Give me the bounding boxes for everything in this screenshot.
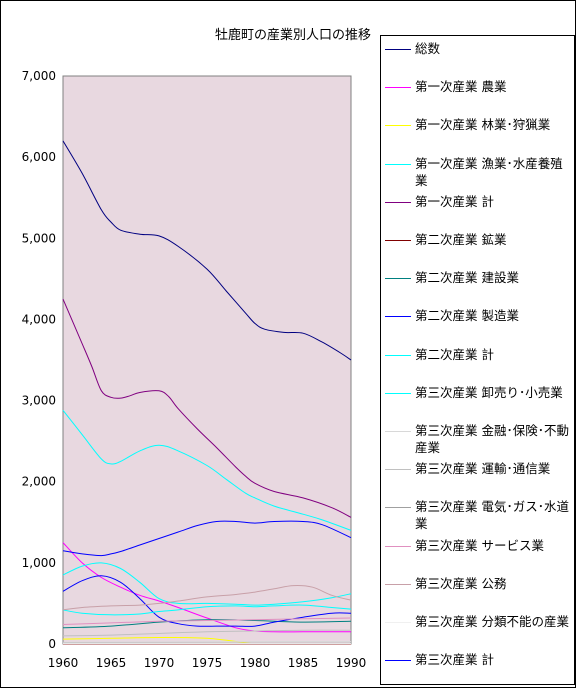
legend-label: 第三次産業 計	[415, 652, 494, 668]
legend-label: 第一次産業 林業･狩猟業	[415, 117, 551, 133]
legend-swatch	[385, 125, 411, 127]
y-tick-label: 4,000	[22, 312, 56, 326]
x-tick-label: 1990	[336, 656, 367, 670]
legend-swatch	[385, 278, 411, 280]
legend-label: 第二次産業 製造業	[415, 308, 519, 324]
legend-swatch	[385, 316, 411, 318]
legend-label: 第三次産業 公務	[415, 575, 507, 591]
legend-swatch	[385, 240, 411, 241]
x-tick-label: 1985	[288, 656, 319, 670]
series-line-3	[62, 636, 256, 645]
legend-swatch	[385, 622, 411, 623]
series-line-17	[62, 520, 352, 557]
legend-label: 第一次産業 計	[415, 193, 494, 209]
y-tick-label: 2,000	[22, 475, 56, 489]
x-tick-label: 1965	[96, 656, 127, 670]
legend-swatch	[385, 201, 411, 203]
legend-swatch	[385, 163, 411, 165]
legend-label: 第三次産業 電気･ガス･水道業	[415, 499, 569, 532]
y-axis: 0 1,000 2,000 3,000 4,000 5,000 6,000 7,000	[22, 69, 56, 651]
legend-swatch	[385, 545, 411, 547]
legend-label: 第三次産業 運輸･通信業	[415, 461, 551, 477]
legend-swatch	[385, 87, 411, 89]
x-tick-label: 1970	[144, 656, 175, 670]
series-line-4	[62, 409, 352, 531]
series-line-7	[62, 619, 352, 629]
legend-swatch	[385, 354, 411, 356]
y-tick-label: 5,000	[22, 231, 56, 245]
series-line-15	[62, 584, 352, 611]
chart-title: 牡鹿町の産業別人口の推移	[215, 27, 371, 43]
series-line-11	[62, 641, 352, 643]
series-line-14	[62, 617, 352, 625]
legend: 総数第一次産業 農業第一次産業 林業･狩猟業第一次産業 漁業･水産養殖業第一次産…	[380, 35, 575, 685]
legend-label: 第三次産業 サービス業	[415, 537, 544, 553]
legend-label: 第三次産業 金融･保険･不動産業	[415, 423, 569, 455]
series-lines	[62, 140, 352, 645]
legend-swatch	[385, 392, 411, 394]
legend-swatch	[385, 660, 411, 662]
y-tick-label: 0	[48, 637, 56, 651]
legend-swatch	[385, 507, 411, 509]
series-line-10	[62, 604, 352, 616]
legend-swatch	[385, 431, 411, 432]
y-tick-label: 7,000	[22, 69, 56, 83]
legend-label: 第二次産業 建設業	[415, 270, 519, 286]
legend-label: 総数	[415, 41, 441, 56]
x-tick-label: 1960	[48, 656, 79, 670]
legend-swatch	[385, 469, 411, 471]
series-line-12	[62, 629, 352, 637]
series-line-2	[62, 542, 351, 633]
legend-label: 第三次産業 卸売り･小売業	[415, 384, 563, 400]
y-tick-label: 3,000	[22, 394, 56, 408]
x-tick-label: 1980	[240, 656, 271, 670]
legend-swatch	[385, 583, 411, 585]
legend-swatch	[385, 49, 411, 50]
y-tick-label: 6,000	[22, 150, 56, 164]
legend-label: 第二次産業 計	[415, 346, 494, 362]
x-tick-label: 1975	[192, 656, 223, 670]
legend-label: 第三次産業 分類不能の産業	[415, 614, 569, 629]
series-line-5	[62, 298, 352, 518]
legend-label: 第二次産業 鉱業	[415, 232, 507, 247]
series-line-1	[62, 140, 352, 361]
y-tick-label: 1,000	[22, 556, 56, 570]
series-line-9	[62, 562, 352, 606]
x-axis: 1960 1965 1970 1975 1980 1985 1990	[48, 656, 367, 670]
legend-label: 第一次産業 漁業･水産養殖業	[415, 155, 563, 188]
legend-label: 第一次産業 農業	[415, 79, 507, 95]
plot-area	[62, 75, 352, 645]
